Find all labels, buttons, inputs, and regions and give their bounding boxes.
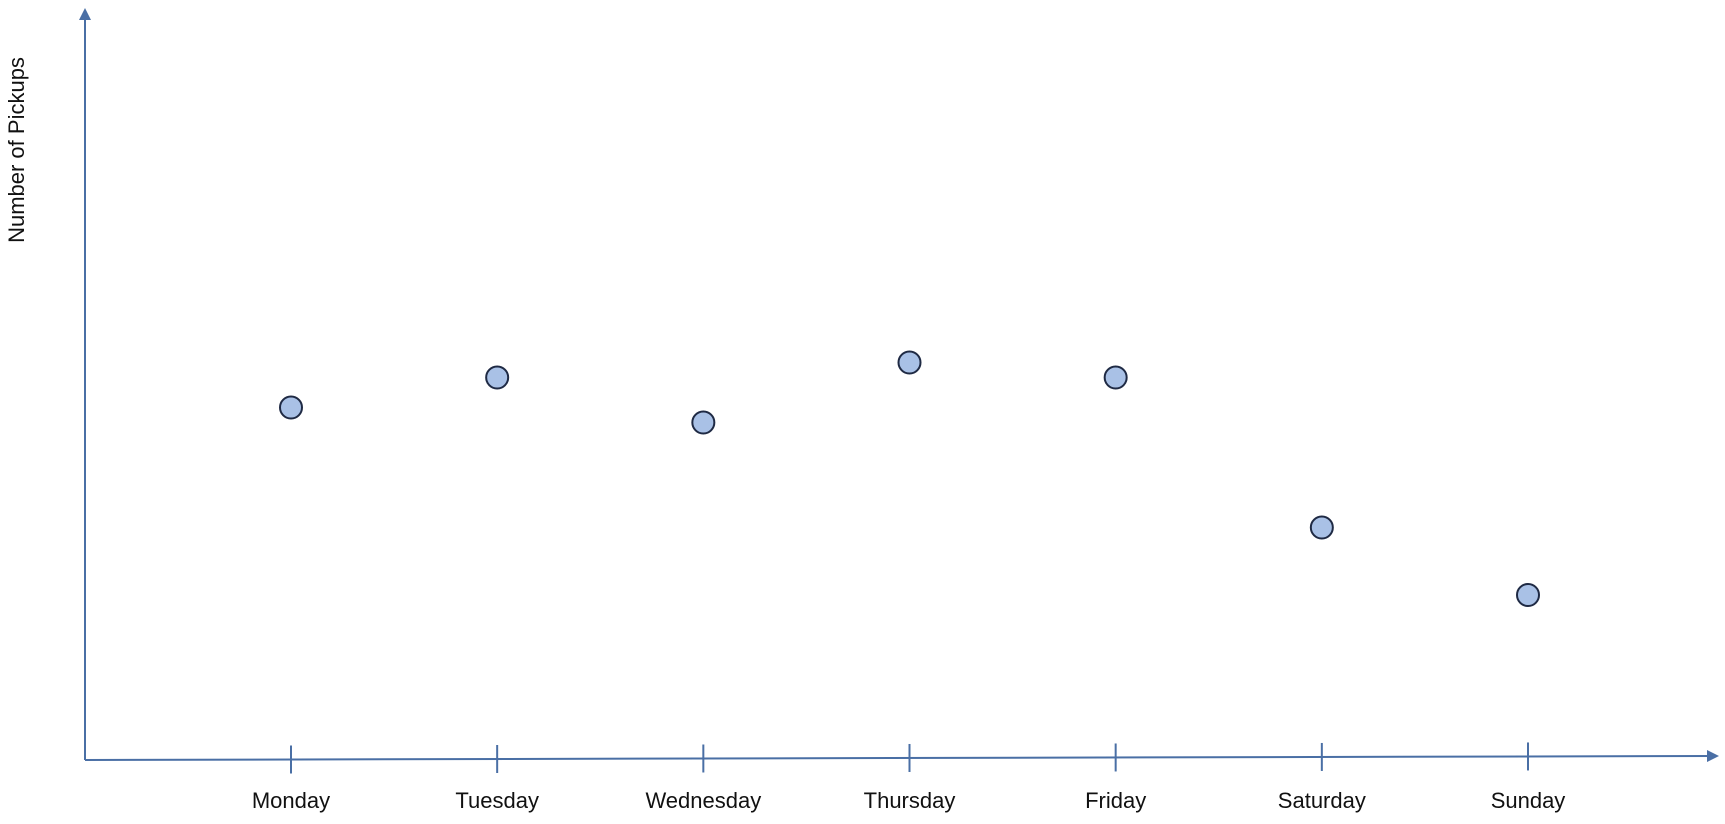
data-point-friday xyxy=(1103,365,1128,390)
data-point-monday xyxy=(279,395,303,420)
x-tick-label-thursday: Thursday xyxy=(864,788,956,813)
data-point-sunday xyxy=(1516,583,1540,607)
data-points xyxy=(279,350,1540,607)
x-tick-label-wednesday: Wednesday xyxy=(645,788,761,813)
x-tick-label-tuesday: Tuesday xyxy=(455,788,539,813)
axes xyxy=(79,8,1719,763)
x-tick-label-monday: Monday xyxy=(252,788,330,813)
x-tick-labels: Monday Tuesday Wednesday Thursday Friday Satu… xyxy=(252,788,1565,813)
data-point-saturday xyxy=(1309,515,1334,540)
data-point-wednesday xyxy=(691,410,716,435)
x-ticks xyxy=(290,742,1529,774)
x-tick-label-friday: Friday xyxy=(1085,788,1146,813)
x-axis-line xyxy=(84,750,1719,763)
data-point-thursday xyxy=(897,350,922,375)
y-axis-title: Number of Pickups xyxy=(4,57,29,243)
x-tick-label-saturday: Saturday xyxy=(1278,788,1366,813)
data-point-tuesday xyxy=(485,365,510,390)
x-tick-label-sunday: Sunday xyxy=(1491,788,1566,813)
